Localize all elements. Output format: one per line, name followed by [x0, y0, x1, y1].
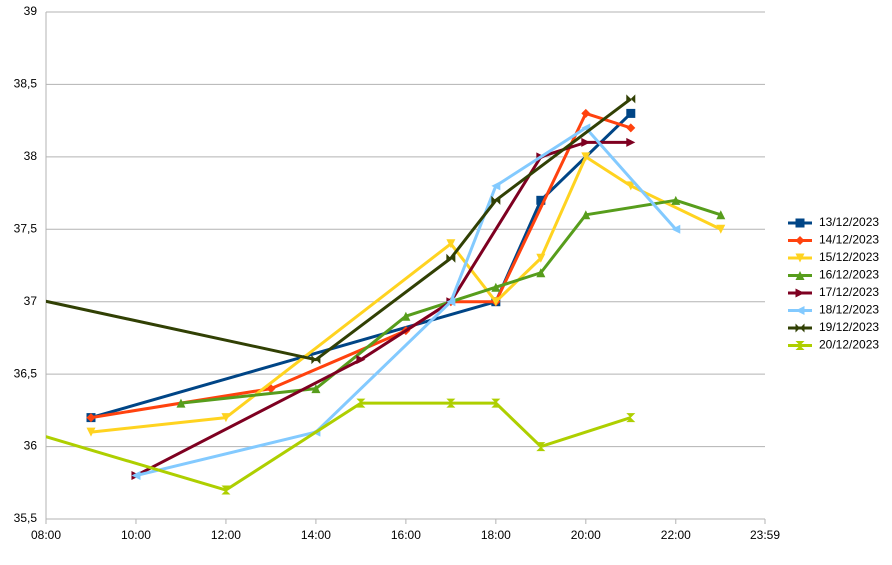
point-marker — [716, 224, 726, 234]
legend-label: 20/12/2023 — [819, 338, 879, 352]
legend-marker — [795, 341, 805, 350]
x-tick-label: 14:00 — [301, 528, 331, 542]
point-marker — [446, 239, 456, 249]
legend-marker — [795, 288, 805, 298]
point-marker — [311, 355, 321, 365]
y-tick-label: 38,5 — [14, 77, 38, 91]
point-marker — [581, 210, 591, 220]
point-marker — [536, 268, 546, 278]
point-marker — [446, 253, 456, 263]
legend-marker — [795, 306, 805, 315]
legend-marker — [795, 271, 805, 280]
y-tick-label: 39 — [24, 4, 38, 18]
point-marker — [176, 398, 186, 408]
point-marker — [671, 195, 681, 205]
x-tick-label: 08:00 — [31, 528, 61, 542]
point-marker — [491, 282, 501, 292]
y-tick-label: 35,5 — [14, 511, 38, 525]
point-marker — [716, 210, 726, 220]
legend-marker — [795, 236, 805, 245]
series-line — [135, 140, 631, 477]
point-marker — [626, 181, 636, 191]
point-marker — [581, 137, 591, 147]
point-marker — [221, 413, 231, 423]
x-tick-label: 22:00 — [661, 528, 691, 542]
y-tick-label: 38 — [24, 149, 38, 163]
point-marker — [356, 355, 366, 365]
legend-label: 18/12/2023 — [819, 303, 879, 317]
grid — [45, 11, 766, 524]
point-marker — [131, 471, 141, 481]
legend-label: 15/12/2023 — [819, 250, 879, 264]
legend-marker — [795, 253, 805, 263]
point-marker — [356, 398, 366, 408]
point-marker — [491, 195, 501, 205]
x-tick-label: 18:00 — [481, 528, 511, 542]
point-marker — [311, 384, 321, 394]
point-marker — [491, 181, 501, 191]
x-tick-label: 10:00 — [121, 528, 151, 542]
x-tick-label: 23:59 — [750, 528, 780, 542]
legend-label: 19/12/2023 — [819, 320, 879, 334]
y-tick-label: 36 — [24, 439, 38, 453]
legend-label: 13/12/2023 — [819, 215, 879, 229]
point-marker — [0, 287, 6, 296]
point-marker — [581, 108, 591, 118]
series-line — [135, 126, 677, 478]
y-tick-label: 36,5 — [14, 366, 38, 380]
point-marker — [0, 419, 6, 428]
labels: 35,5 36 36,5 37 37,5 38 38,5 39 08:00 10:00 12:00 1… — [14, 4, 880, 542]
point-marker — [491, 398, 501, 408]
x-tick-label: 16:00 — [391, 528, 421, 542]
x-tick-label: 20:00 — [571, 528, 601, 542]
y-tick-label: 37,5 — [14, 221, 38, 235]
point-marker — [86, 413, 96, 423]
legend-marker — [795, 218, 805, 228]
point-marker — [446, 398, 456, 408]
point-marker — [536, 253, 546, 263]
legend-marker — [795, 323, 805, 333]
point-marker — [401, 311, 411, 321]
y-tick-label: 37 — [24, 294, 38, 308]
point-marker — [86, 427, 96, 437]
legend-label: 17/12/2023 — [819, 285, 879, 299]
legend-label: 14/12/2023 — [819, 233, 879, 247]
point-marker — [491, 297, 501, 307]
point-marker — [446, 297, 456, 307]
point-marker — [626, 94, 636, 104]
point-marker — [626, 123, 636, 133]
series-line — [46, 97, 632, 362]
point-marker — [221, 485, 231, 495]
point-marker — [626, 108, 636, 118]
point-marker — [536, 442, 546, 452]
legend-label: 16/12/2023 — [819, 268, 879, 282]
x-tick-label: 12:00 — [211, 528, 241, 542]
point-marker — [626, 413, 636, 423]
point-marker — [671, 224, 681, 234]
plot-area — [0, 94, 726, 495]
point-marker — [581, 152, 591, 162]
point-marker — [626, 137, 636, 147]
